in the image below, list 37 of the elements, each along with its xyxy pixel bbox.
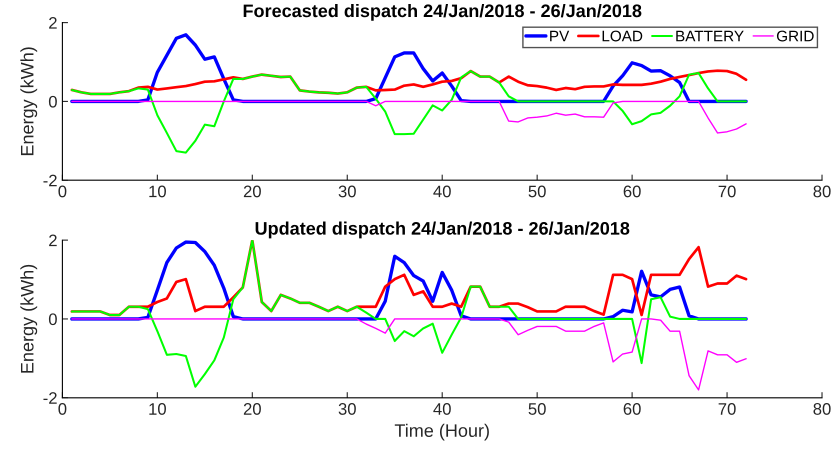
x-tick-label: 50 — [528, 403, 546, 415]
x-tick-label: 70 — [718, 186, 736, 198]
legend-label: BATTERY — [676, 30, 744, 42]
line-series — [70, 70, 748, 154]
x-tick-label: 0 — [58, 186, 66, 198]
line-series — [71, 100, 747, 134]
chart-title: Updated dispatch 24/Jan/2018 - 26/Jan/2018 — [256, 221, 630, 238]
y-tick-label: 0 — [48, 96, 57, 108]
x-tick-label: 60 — [624, 186, 641, 198]
x-tick-label: 50 — [528, 186, 546, 198]
line-series — [71, 318, 747, 391]
x-tick-label: 20 — [244, 186, 261, 198]
chart-title: Forecasted dispatch 24/Jan/2018 - 26/Jan/2018 — [244, 4, 642, 21]
x-tick-label: 10 — [149, 186, 166, 198]
line-series — [70, 240, 748, 388]
x-tick-label: 40 — [433, 186, 451, 198]
x-tick-label: 10 — [149, 403, 166, 415]
y-tick-label: 2 — [49, 234, 57, 246]
x-tick-label: 30 — [338, 403, 356, 415]
y-axis-title: Energy (kWh) — [20, 47, 38, 156]
y-axis-title: Energy (kWh) — [20, 264, 38, 373]
x-tick-label: 70 — [718, 403, 736, 415]
y-tick-label: 0 — [48, 313, 57, 326]
x-tick-label: 80 — [813, 403, 831, 415]
x-axis-title: Time (Hour) — [394, 424, 489, 441]
x-tick-label: 30 — [338, 186, 356, 198]
x-tick-label: 0 — [58, 403, 66, 415]
legend-label: PV — [550, 30, 570, 42]
x-tick-label: 20 — [244, 403, 261, 415]
x-tick-label: 40 — [433, 403, 451, 415]
y-tick-label: -2 — [43, 392, 57, 404]
legend-label: LOAD — [602, 30, 642, 42]
x-tick-label: 60 — [624, 403, 641, 415]
legend-label: GRID — [776, 30, 814, 42]
y-tick-label: -2 — [43, 174, 57, 186]
y-tick-label: 2 — [49, 17, 57, 29]
x-tick-label: 80 — [813, 186, 831, 198]
